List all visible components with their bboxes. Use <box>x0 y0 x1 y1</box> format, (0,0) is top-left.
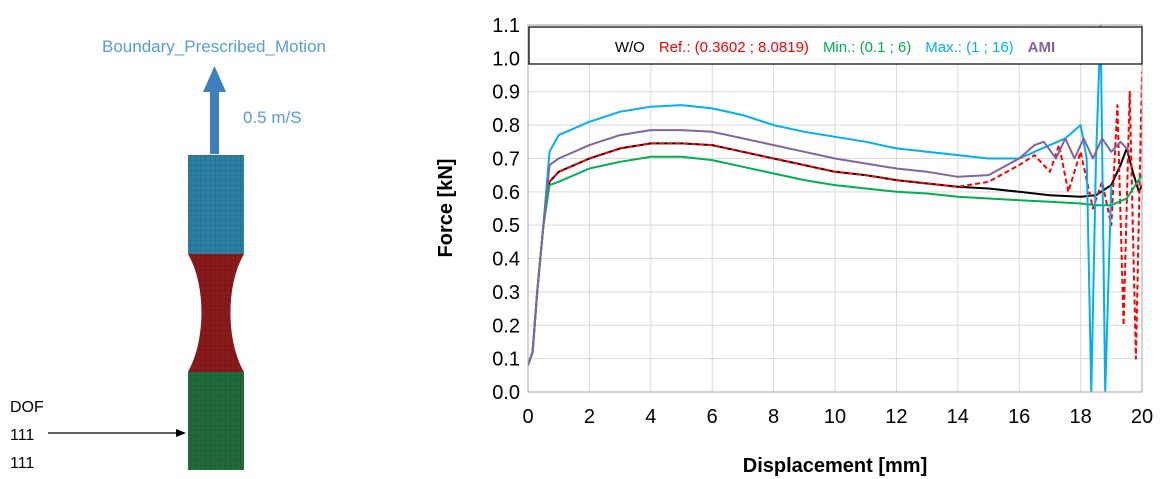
x-tick-label: 14 <box>947 406 969 428</box>
y-tick-label: 0.7 <box>492 148 520 170</box>
dof-label: DOF <box>10 399 44 416</box>
bottom-grip <box>188 372 244 470</box>
legend-entry-2: Min.: (0.1 ; 6) <box>823 39 911 56</box>
y-tick-label: 0.2 <box>492 315 520 337</box>
x-axis-title: Displacement [mm] <box>743 455 928 477</box>
y-tick-label: 1.1 <box>492 15 520 37</box>
y-tick-label: 0.0 <box>492 382 520 404</box>
velocity-label: 0.5 m/S <box>243 108 302 127</box>
x-tick-label: 12 <box>885 406 907 428</box>
x-tick-label: 4 <box>645 406 656 428</box>
x-tick-label: 18 <box>1069 406 1091 428</box>
legend-entries: W/O Ref.: (0.3602 ; 8.0819) Min.: (0.1 ; 6… <box>615 39 1055 56</box>
legend-entry-4: AMI <box>1028 39 1056 56</box>
top-grip <box>188 155 244 254</box>
x-tick-label: 8 <box>768 406 779 428</box>
dof-value-1: 111 <box>10 427 34 444</box>
chart-grid <box>527 24 1143 393</box>
series-line-2 <box>528 155 1142 366</box>
y-tick-label: 0.1 <box>492 349 520 371</box>
dof-arrow <box>48 429 186 437</box>
motion-arrow <box>203 66 226 154</box>
y-tick-labels: 0.0 0.1 0.2 0.3 0.4 0.5 0.6 0.7 0.8 0.9 1.0 1.1 <box>492 15 520 404</box>
y-axis-title: Force [kN] <box>435 159 457 258</box>
gauge-section <box>188 254 244 372</box>
legend: W/O Ref.: (0.3602 ; 8.0819) Min.: (0.1 ; 6… <box>528 26 1143 65</box>
x-tick-label: 16 <box>1008 406 1030 428</box>
y-tick-label: 1.0 <box>492 48 520 70</box>
legend-entry-0: W/O <box>615 39 645 56</box>
force-displacement-chart: 0.0 0.1 0.2 0.3 0.4 0.5 0.6 0.7 0.8 0.9 1.0 1.1 0 2 4… <box>435 15 1153 477</box>
dof-value-2: 111 <box>10 455 34 472</box>
y-tick-label: 0.3 <box>492 282 520 304</box>
y-tick-label: 0.6 <box>492 182 520 204</box>
y-tick-label: 0.4 <box>492 249 520 271</box>
plot-border <box>527 24 1143 393</box>
x-tick-label: 6 <box>707 406 718 428</box>
x-tick-label: 0 <box>522 406 533 428</box>
legend-entry-3: Max.: (1 ; 16) <box>925 39 1013 56</box>
x-tick-label: 2 <box>584 406 595 428</box>
series-line-4 <box>528 129 1131 366</box>
series-layer <box>528 25 1142 392</box>
specimen-diagram: Boundary_Prescribed_Motion 0.5 m/S DOF 1… <box>10 37 326 472</box>
legend-entry-1: Ref.: (0.3602 ; 8.0819) <box>659 39 809 56</box>
x-tick-labels: 0 2 4 6 8 10 12 14 16 18 20 <box>522 406 1153 428</box>
y-tick-label: 0.9 <box>492 82 520 104</box>
y-tick-label: 0.5 <box>492 215 520 237</box>
boundary-label: Boundary_Prescribed_Motion <box>102 37 326 56</box>
legend-box <box>528 26 1143 65</box>
x-tick-label: 10 <box>824 406 846 428</box>
y-tick-label: 0.8 <box>492 115 520 137</box>
x-tick-label: 20 <box>1131 406 1153 428</box>
series-line-3 <box>528 25 1113 392</box>
series-line-1 <box>528 71 1142 366</box>
